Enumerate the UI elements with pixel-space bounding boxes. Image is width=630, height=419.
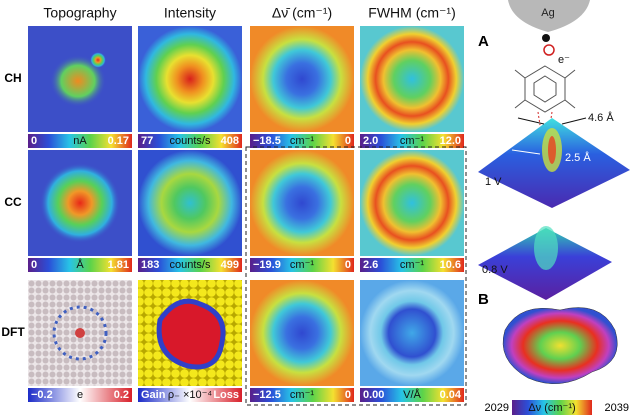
distance-label: 2.5 Å	[565, 151, 591, 164]
molecule	[75, 328, 85, 338]
colorbar-unit: ρ₋ ×10⁻⁴	[168, 389, 213, 401]
colorbar-max: Loss	[213, 389, 239, 401]
column-header: Topography	[43, 5, 116, 21]
colorbar-min: −18.5	[253, 135, 281, 147]
column-header: Δν̄ (cm⁻¹)	[272, 5, 332, 21]
colorbar-unit: Δν (cm⁻¹)	[528, 402, 575, 414]
molecule	[514, 65, 576, 113]
colorbar-unit: cm⁻¹	[400, 259, 424, 271]
colorbar	[360, 388, 464, 402]
colorbar-unit: Å	[76, 258, 84, 271]
image	[250, 280, 354, 386]
colorbar-unit: cm⁻¹	[290, 389, 314, 401]
colorbar-max: 0.2	[114, 389, 129, 401]
colorbar	[512, 400, 592, 415]
row-label: CC	[4, 195, 22, 209]
colorbar-min: 183	[141, 259, 159, 271]
colorbar-max: 0.04	[440, 389, 462, 401]
bias-label: 0.8 V	[482, 264, 508, 276]
colorbar-min: 0	[31, 135, 37, 147]
colorbar-unit: counts/s	[170, 259, 211, 271]
colorbar	[250, 258, 354, 272]
colorbar-min: 2.0	[363, 135, 378, 147]
feature	[90, 52, 106, 68]
colorbar-unit: e	[77, 389, 83, 401]
image	[250, 150, 354, 256]
colorbar-unit: cm⁻¹	[290, 259, 314, 271]
colorbar-unit: V/Å	[403, 388, 421, 401]
arrow	[517, 117, 545, 125]
colorbar-min: −12.5	[253, 389, 281, 401]
image	[360, 280, 464, 386]
panel-b-label: B	[478, 291, 489, 308]
density	[156, 298, 226, 370]
colorbar-min: 0.00	[363, 389, 384, 401]
electron-label: e⁻	[558, 54, 570, 66]
molecule	[52, 305, 108, 361]
colorbar-unit: cm⁻¹	[400, 135, 424, 147]
colorbar-unit: counts/s	[170, 135, 211, 147]
panel-a-label: A	[478, 33, 489, 50]
colorbar-max: 0	[345, 389, 351, 401]
electron	[543, 44, 555, 56]
colorbar-max: 0	[345, 259, 351, 271]
colorbar-max: 408	[221, 135, 239, 147]
image	[138, 150, 242, 256]
colorbar	[360, 134, 464, 148]
electron-dot	[542, 34, 550, 42]
row-label: DFT	[1, 325, 25, 339]
image	[138, 26, 242, 132]
peak	[548, 136, 556, 164]
colorbar	[138, 258, 242, 272]
colorbar-max: 1.81	[108, 259, 129, 271]
feature	[40, 163, 120, 243]
feature	[50, 55, 106, 107]
colorbar-unit: cm⁻¹	[290, 135, 314, 147]
image	[360, 150, 464, 256]
tip-label: Ag	[541, 7, 554, 19]
colorbar	[250, 134, 354, 148]
colorbar-min: 77	[141, 135, 153, 147]
peak	[534, 226, 558, 270]
column-header: Intensity	[164, 5, 216, 21]
colorbar-max: 0	[345, 135, 351, 147]
colorbar	[360, 258, 464, 272]
colorbar-min: 2029	[485, 402, 509, 414]
row-label: CH	[4, 71, 21, 85]
arrow	[511, 149, 541, 155]
colorbar	[138, 388, 242, 402]
colorbar-max: 12.0	[440, 135, 461, 147]
potential-surface	[502, 307, 618, 384]
column-header: FWHM (cm⁻¹)	[368, 5, 455, 21]
colorbar	[250, 388, 354, 402]
colorbar-unit: nA	[73, 135, 87, 147]
colorbar-min: 0	[31, 259, 37, 271]
distance-label: 4.6 Å	[588, 111, 614, 124]
colorbar-max: 2039	[605, 402, 629, 414]
colorbar	[28, 388, 132, 402]
colorbar-max: 10.6	[440, 259, 461, 271]
colorbar-max: 499	[221, 259, 239, 271]
colorbar-min: 2.6	[363, 259, 378, 271]
bias-label: 1 V	[485, 176, 502, 188]
colorbar-min: Gain	[141, 389, 166, 401]
image	[360, 26, 464, 132]
colorbar	[138, 134, 242, 148]
arrow	[561, 117, 587, 125]
colorbar-max: 0.17	[108, 135, 129, 147]
ag-tip	[508, 0, 590, 32]
dashed-box	[245, 146, 467, 406]
colorbar-min: −0.2	[31, 389, 53, 401]
colorbar	[28, 134, 132, 148]
colorbar-min: −19.9	[253, 259, 281, 271]
colorbar	[28, 258, 132, 272]
image	[250, 26, 354, 132]
